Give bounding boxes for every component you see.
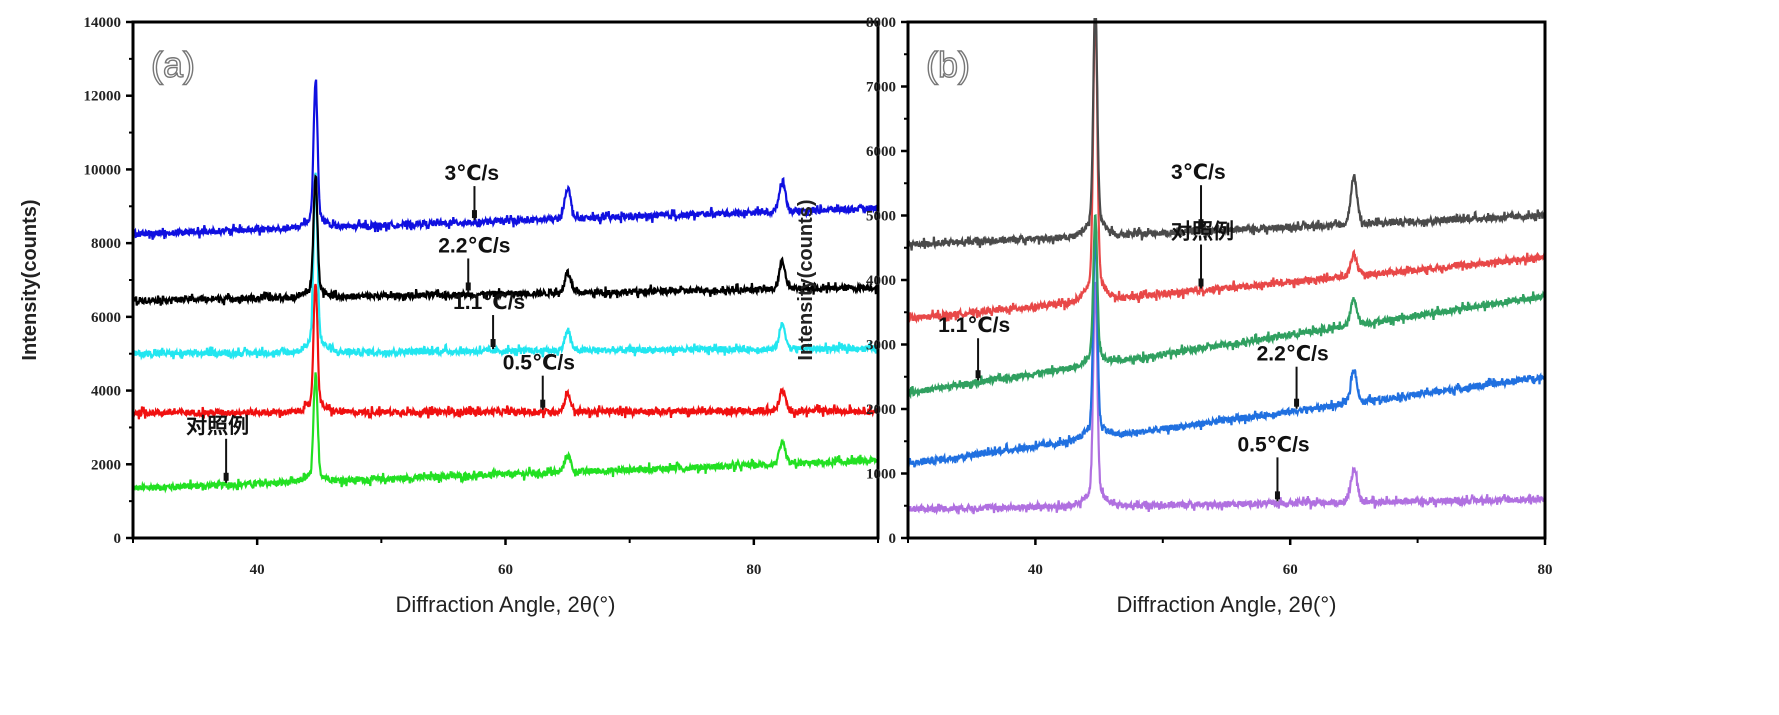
series-line-4: [133, 372, 878, 494]
y-tick-label: 6000: [866, 144, 896, 160]
y-axis-label: Intensity(counts): [795, 199, 817, 360]
y-tick-label: 14000: [84, 15, 122, 31]
series-annotation-4: 对照例: [186, 414, 249, 438]
annotation-arrowhead-1: [465, 282, 471, 291]
y-tick-label: 0: [889, 531, 897, 547]
series-line-1: [133, 174, 878, 307]
series-annotation-0: 3℃/s: [1171, 161, 1226, 184]
y-tick-label: 1000: [866, 467, 896, 483]
y-axis-label: Intensity(counts): [19, 199, 41, 360]
series-annotation-0: 3℃/s: [444, 162, 499, 185]
annotation-arrowhead-2: [490, 339, 496, 348]
annotation-arrowhead-1: [1198, 278, 1204, 287]
x-tick-label: 80: [746, 562, 761, 578]
annotation-arrowhead-4: [223, 472, 229, 481]
panel-label: (a): [151, 44, 195, 85]
y-tick-label: 8000: [866, 15, 896, 31]
y-tick-label: 3000: [866, 338, 896, 354]
series-line-2: [133, 172, 878, 361]
plot-frame: [906, 20, 1547, 540]
annotation-arrowhead-0: [471, 210, 477, 219]
series-annotation-3: 0.5℃/s: [503, 352, 575, 375]
panel-a: 0 2000 4000 6000 8000 10000 12000 14000 40 60 80 Di…: [19, 15, 880, 617]
y-tick-label: 2000: [91, 457, 121, 473]
y-tick-label: 2000: [866, 402, 896, 418]
x-tick-label: 40: [1028, 562, 1043, 578]
y-tick-label: 5000: [866, 209, 896, 225]
plot-frame: [131, 20, 880, 540]
annotation-arrowhead-2: [975, 370, 981, 379]
series-line-0: [133, 79, 878, 240]
panel-b: 0 1000 2000 3000 4000 5000 6000 7000 8000 40 60 80 D…: [795, 15, 1553, 617]
series-annotation-2: 1.1℃/s: [938, 314, 1010, 337]
y-tick-label: 10000: [84, 162, 122, 178]
y-tick-label: 0: [114, 531, 122, 547]
x-tick-label: 40: [250, 562, 265, 578]
series-annotation-4: 0.5℃/s: [1237, 433, 1309, 456]
y-tick-label: 6000: [91, 310, 121, 326]
series-line-4: [908, 281, 1545, 516]
x-tick-label: 60: [498, 562, 513, 578]
annotation-arrowhead-3: [1294, 398, 1300, 407]
y-tick-label: 4000: [866, 273, 896, 289]
y-tick-label: 7000: [866, 80, 896, 96]
series-line-2: [908, 214, 1545, 400]
series-annotation-1: 2.2℃/s: [438, 234, 510, 257]
annotation-arrowhead-3: [540, 399, 546, 408]
annotation-arrowhead-4: [1274, 491, 1280, 500]
series-line-1: [908, 18, 1545, 324]
y-tick-label: 4000: [91, 384, 121, 400]
series-line-0: [908, 18, 1545, 251]
x-tick-label: 80: [1538, 562, 1553, 578]
x-axis-label: Diffraction Angle, 2θ(°): [1117, 592, 1337, 617]
y-tick-label: 8000: [91, 236, 121, 252]
series-line-3: [133, 283, 878, 420]
x-tick-label: 60: [1283, 562, 1298, 578]
panel-label: (b): [926, 44, 970, 85]
series-annotation-3: 2.2℃/s: [1257, 343, 1329, 366]
y-tick-label: 12000: [84, 89, 122, 105]
annotation-arrowhead-0: [1198, 219, 1204, 228]
series-annotation-2: 1.1℃/s: [453, 291, 525, 314]
x-axis-label: Diffraction Angle, 2θ(°): [396, 592, 616, 617]
series-line-3: [908, 234, 1545, 468]
